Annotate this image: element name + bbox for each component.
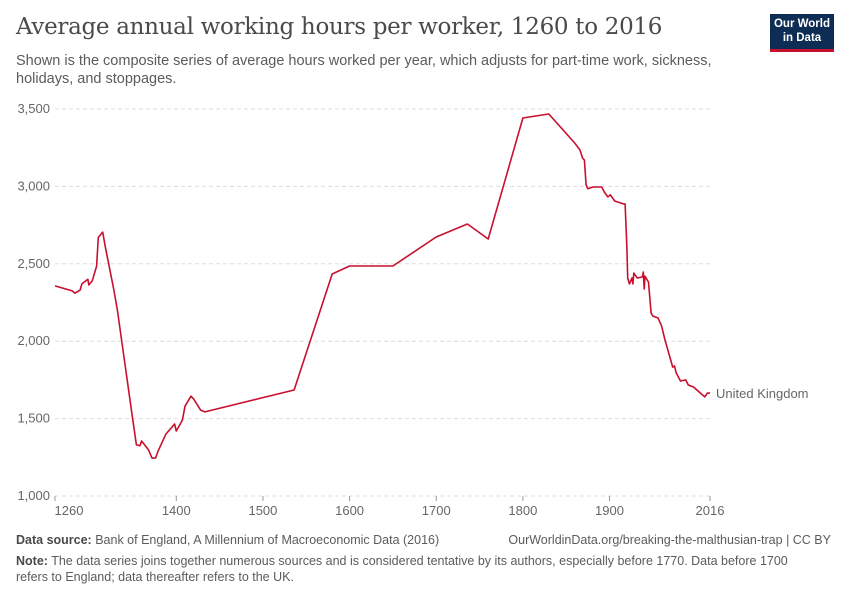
chart-title: Average annual working hours per worker,…: [16, 14, 663, 40]
series-line-united-kingdom[interactable]: [54, 113, 710, 459]
y-tick-label: 1,000: [17, 488, 50, 503]
x-tick-label: 1400: [162, 503, 191, 518]
note-label: Note:: [16, 554, 48, 568]
x-tick-label: 1260: [55, 503, 84, 518]
y-tick-label: 2,000: [17, 333, 50, 348]
note-text: The data series joins together numerous …: [16, 554, 788, 584]
source-url-link[interactable]: OurWorldinData.org/breaking-the-malthusi…: [508, 533, 831, 547]
chart-subtitle: Shown is the composite series of average…: [16, 53, 712, 87]
y-tick-label: 2,500: [17, 256, 50, 271]
x-tick-label: 1500: [248, 503, 277, 518]
logo-text: Our World in Data: [773, 18, 830, 44]
x-tick-label: 2016: [696, 503, 725, 518]
y-tick-label: 3,000: [17, 178, 50, 193]
source-text: Bank of England, A Millennium of Macroec…: [95, 533, 440, 547]
x-tick-label: 1600: [335, 503, 364, 518]
x-tick-label: 1800: [508, 503, 537, 518]
series-label-united-kingdom: United Kingdom: [716, 386, 809, 401]
x-tick-label: 1700: [422, 503, 451, 518]
owid-logo[interactable]: Our World in Data: [770, 14, 834, 52]
source-label: Data source:: [16, 533, 92, 547]
chart-note: Note: The data series joins together num…: [16, 553, 816, 585]
data-source: Data source: Bank of England, A Millenni…: [16, 533, 439, 547]
y-tick-label: 3,500: [17, 101, 50, 116]
x-tick-label: 1900: [595, 503, 624, 518]
y-tick-label: 1,500: [17, 411, 50, 426]
